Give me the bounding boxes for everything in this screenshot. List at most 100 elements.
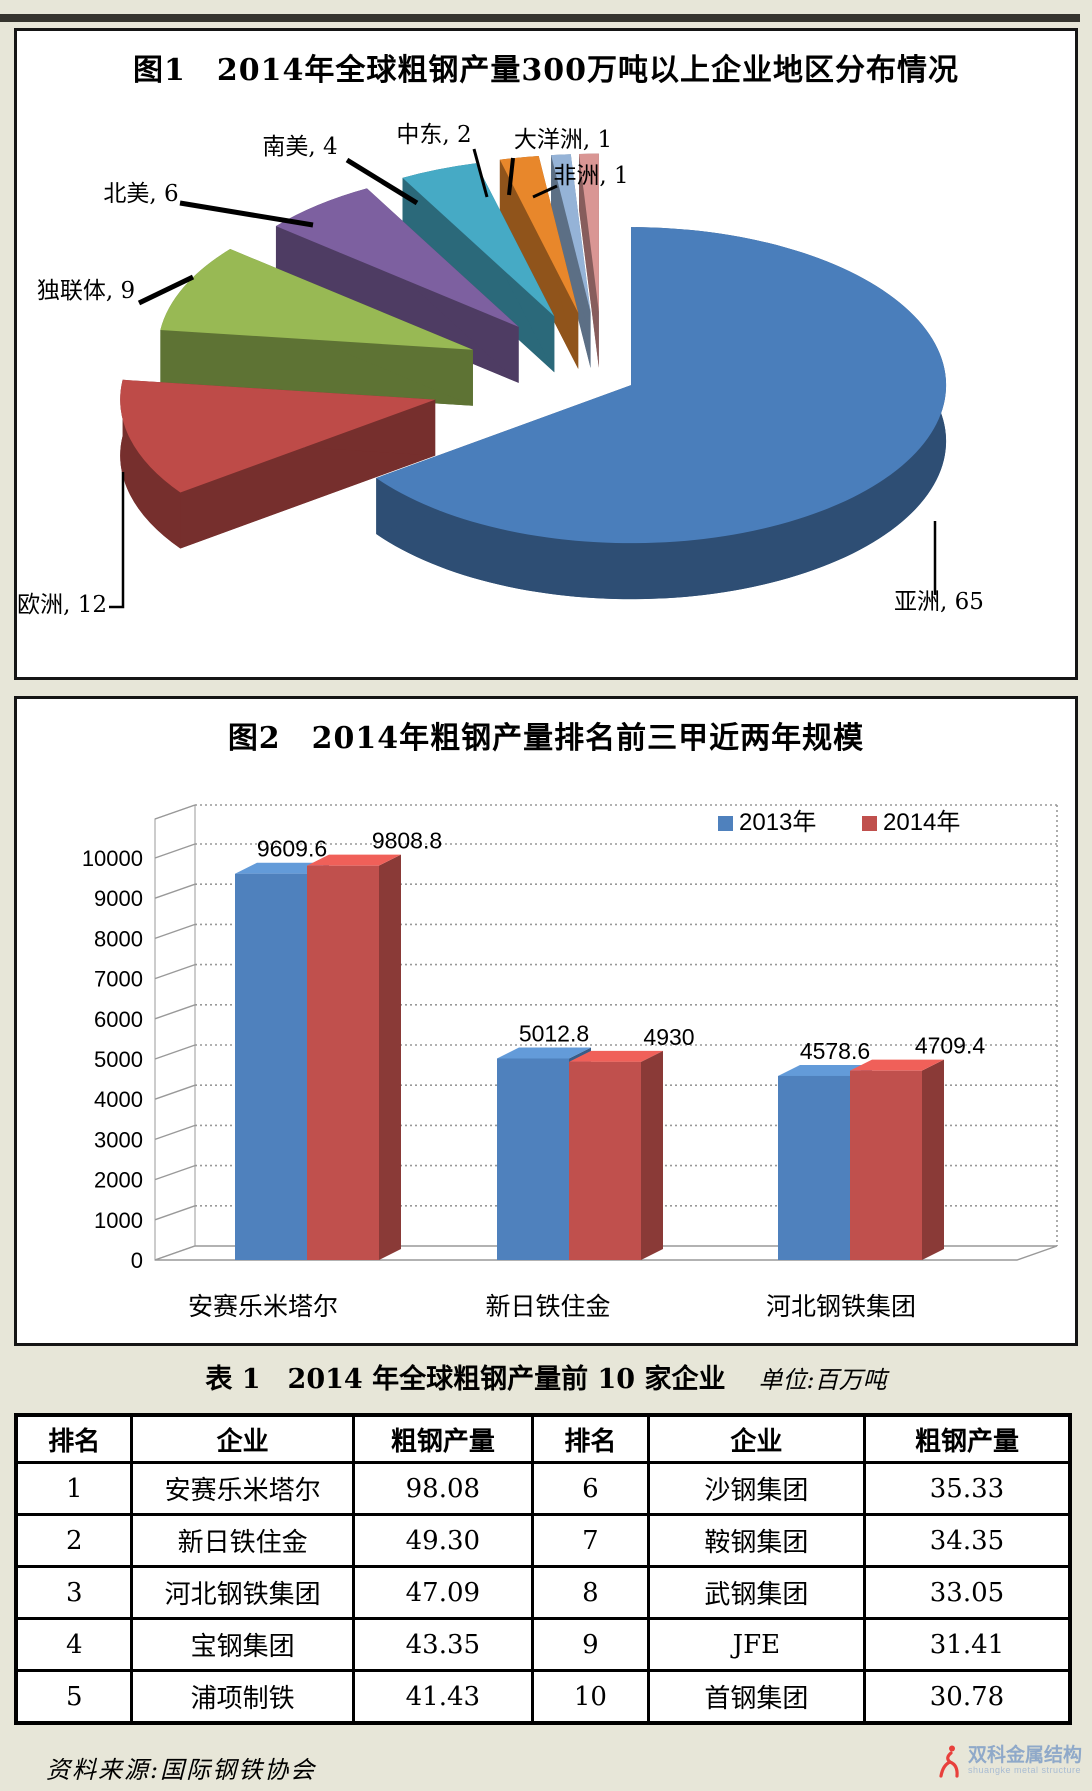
pie-label-leader	[109, 472, 125, 609]
figure2-title: 图2 2014年粗钢产量排名前三甲近两年规模	[227, 721, 865, 756]
table-cell: 41.43	[351, 1669, 534, 1725]
pie-label-leader	[532, 184, 558, 199]
bar-data-label: 4709.4	[915, 1033, 986, 1059]
wall-hatch-line	[154, 1124, 196, 1141]
legend-label: 2013年	[739, 809, 816, 836]
table-cell: 49.30	[351, 1513, 534, 1568]
table-header-row: 排名 企业 粗钢产量 排名 企业 粗钢产量	[14, 1413, 1072, 1464]
table-cell: 2	[14, 1513, 134, 1568]
table-cell: 沙钢集团	[646, 1461, 866, 1516]
pie-label-leader	[179, 200, 314, 228]
figure1-title: 图1 2014年全球粗钢产量300万吨以上企业地区分布情况	[133, 53, 959, 88]
y-axis-tick: 3000	[94, 1127, 143, 1152]
table-cell: 98.08	[351, 1461, 534, 1516]
wall-hatch-line	[154, 1004, 196, 1020]
wall-hatch-line	[154, 1084, 196, 1100]
pie-slice-欧洲	[120, 379, 436, 549]
table-cell: 宝钢集团	[130, 1617, 355, 1672]
table-row: 3 河北钢铁集团 47.09 8 武钢集团 33.05	[14, 1565, 1072, 1620]
table-header-cell: 排名	[530, 1413, 650, 1464]
table-cell: 30.78	[862, 1669, 1072, 1725]
pie-slice-label: 中东, 2	[396, 122, 471, 148]
table-cell: 3	[14, 1565, 134, 1620]
y-axis-tick: 5000	[94, 1047, 143, 1072]
table-cell: 5	[14, 1669, 134, 1725]
table-cell: 浦项制铁	[130, 1669, 355, 1725]
pie-label-leader	[507, 157, 515, 196]
y-axis-tick: 7000	[94, 967, 143, 992]
x-axis-category-label: 安赛乐米塔尔	[188, 1292, 338, 1321]
table-header-cell: 排名	[14, 1413, 134, 1464]
bar-chart: 0 1000 2000 3000 4000 5000 6000 7000 8000 9000 100…	[82, 804, 1058, 1321]
y-axis-tick: 6000	[94, 1007, 143, 1032]
pie-slice-label: 独联体, 9	[37, 278, 135, 304]
table-cell: JFE	[646, 1617, 866, 1672]
legend-swatch	[862, 816, 877, 831]
table-row: 1 安赛乐米塔尔 98.08 6 沙钢集团 35.33	[14, 1461, 1072, 1516]
table-cell: 6	[530, 1461, 650, 1516]
page-top-edge-strip	[0, 14, 1080, 22]
legend-swatch	[718, 816, 733, 831]
bar-data-label: 9609.6	[257, 836, 327, 862]
watermark-logo-icon	[939, 1745, 959, 1778]
table-header-cell: 粗钢产量	[862, 1413, 1072, 1464]
x-axis-category-label: 新日铁住金	[485, 1292, 610, 1321]
table-cell: 武钢集团	[646, 1565, 866, 1620]
y-axis-tick: 4000	[94, 1087, 143, 1112]
pie-slice-label: 北美, 6	[103, 181, 178, 207]
bar-data-label: 9808.8	[372, 828, 442, 854]
table-header-cell: 企业	[130, 1413, 355, 1464]
wall-hatch-line	[154, 883, 196, 899]
table-cell: 43.35	[351, 1617, 534, 1672]
pie-slice-label: 南美, 4	[262, 134, 337, 160]
wall-hatch-line	[154, 843, 196, 859]
pie-label-leader	[137, 274, 195, 306]
table-cell: 安赛乐米塔尔	[130, 1461, 355, 1516]
table-header-cell: 粗钢产量	[351, 1413, 534, 1464]
table-cell: 新日铁住金	[130, 1513, 355, 1568]
x-axis-category-label: 河北钢铁集团	[766, 1292, 916, 1321]
y-axis-tick: 8000	[94, 926, 143, 951]
table-cell: 首钢集团	[646, 1669, 866, 1725]
table-row: 2 新日铁住金 49.30 7 鞍钢集团 34.35	[14, 1513, 1072, 1568]
watermark-brand-sub: shuangke metal structure	[967, 1765, 1082, 1776]
table-header-cell: 企业	[646, 1413, 866, 1464]
table-title: 表 1 2014 年全球粗钢产量前 10 家企业	[205, 1364, 726, 1395]
figure1-pie-chart-panel: 亚洲, 65 欧洲, 12 独联体, 9 北美, 6 南美, 4 中东, 2 大洋洲, 1 非…	[14, 28, 1078, 680]
table-cell: 8	[530, 1565, 650, 1620]
y-axis-tick: 10000	[82, 846, 143, 871]
wall-hatch-line	[154, 963, 196, 980]
wall-hatch-line	[154, 1044, 196, 1060]
table-cell: 47.09	[351, 1565, 534, 1620]
bar-data-label: 5012.8	[519, 1020, 589, 1046]
pie-slice-label: 亚洲, 65	[894, 589, 984, 615]
table-cell: 34.35	[862, 1513, 1072, 1568]
table-row: 5 浦项制铁 41.43 10 首钢集团 30.78	[14, 1669, 1072, 1725]
legend-label: 2014年	[883, 809, 960, 836]
table-cell: 7	[530, 1513, 650, 1568]
bar-2014年-安赛乐米塔尔	[307, 854, 401, 1260]
y-axis-tick: 9000	[94, 886, 143, 911]
y-axis-tick: 2000	[94, 1168, 143, 1193]
table-cell: 1	[14, 1461, 134, 1516]
pie-label-leader	[345, 157, 419, 206]
bar-2014年-新日铁住金	[569, 1050, 663, 1260]
watermark-brand: 双科金属结构	[967, 1745, 1082, 1767]
table-cell: 河北钢铁集团	[130, 1565, 355, 1620]
source-note: 资料来源:国际钢铁协会	[46, 1756, 317, 1784]
y-axis-tick: 0	[131, 1248, 143, 1273]
bar-data-label: 4930	[643, 1024, 694, 1050]
wall-hatch-line	[154, 923, 196, 940]
pie-slice-label: 非洲, 1	[553, 163, 628, 189]
pie-slice-亚洲	[376, 227, 947, 600]
table-cell: 9	[530, 1617, 650, 1672]
table-cell: 33.05	[862, 1565, 1072, 1620]
pie-label-leader	[472, 148, 489, 198]
pie-chart: 亚洲, 65 欧洲, 12 独联体, 9 北美, 6 南美, 4 中东, 2 大洋洲, 1 非…	[17, 122, 984, 618]
wall-hatch-line	[154, 1205, 196, 1221]
y-axis-tick: 1000	[94, 1208, 143, 1233]
table-cell: 4	[14, 1617, 134, 1672]
wall-hatch-line	[154, 1164, 196, 1181]
table-cell: 31.41	[862, 1617, 1072, 1672]
